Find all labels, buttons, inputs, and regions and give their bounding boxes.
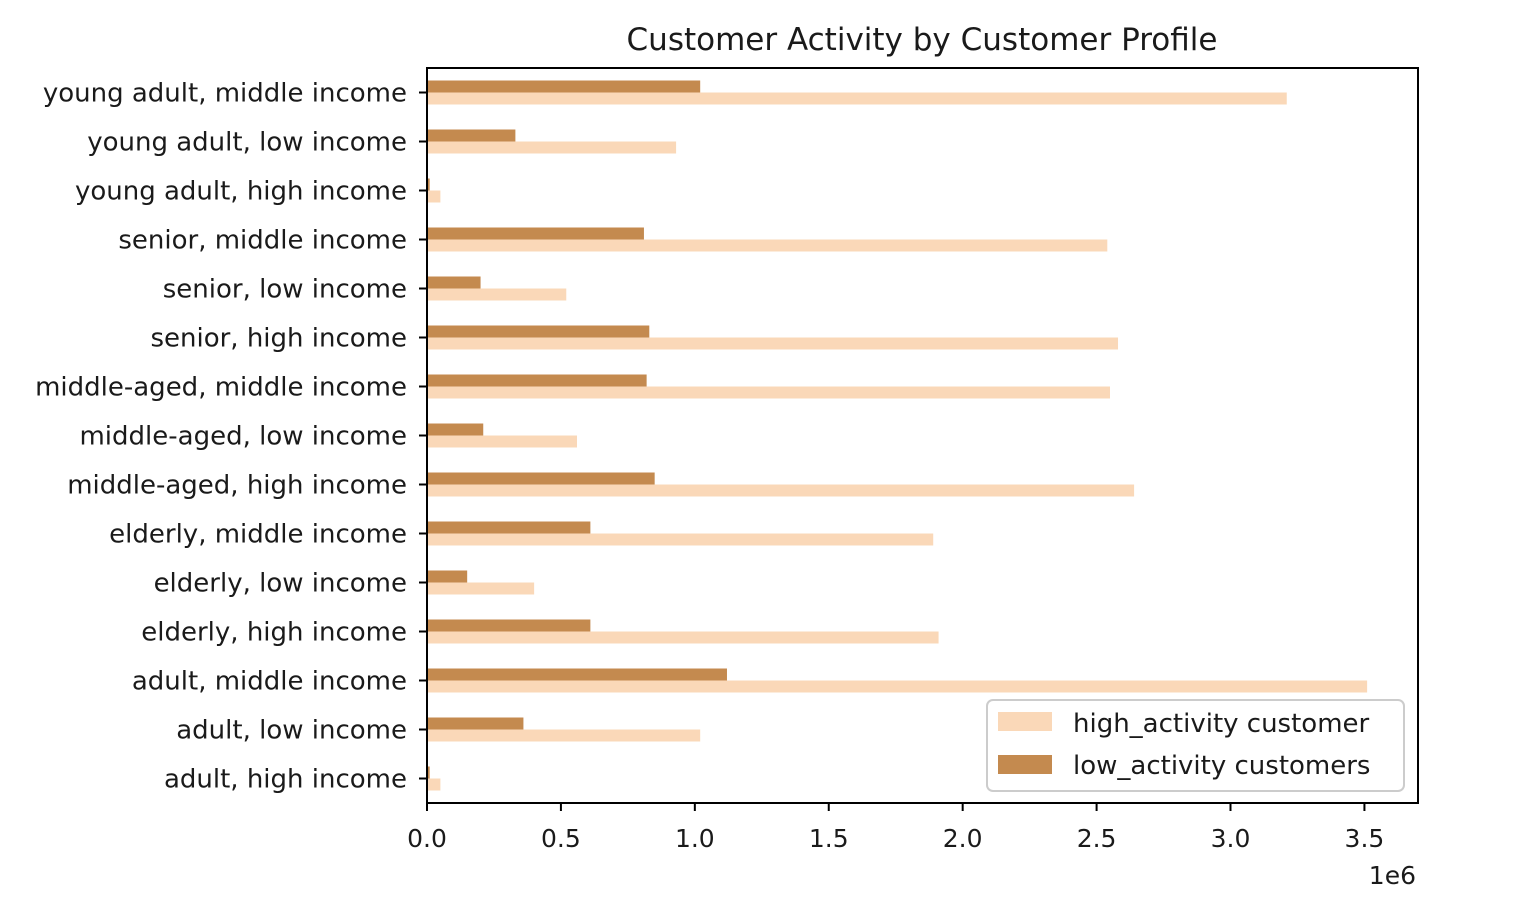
bar-high-activity-customer-senior-low-income bbox=[427, 288, 567, 301]
bar-low-activity-customers-senior-middle-income bbox=[427, 227, 644, 240]
x-tick-label-2-0: 2.0 bbox=[943, 824, 983, 853]
bar-high-activity-customer-adult-low-income bbox=[427, 729, 701, 742]
legend: high_activity customer low_activity cust… bbox=[986, 699, 1405, 792]
bar-high-activity-customer-young-adult-low-income bbox=[427, 141, 677, 154]
bar-low-activity-customers-young-adult-low-income bbox=[427, 129, 516, 142]
bar-high-activity-customer-elderly-high-income bbox=[427, 631, 939, 644]
legend-label-high-activity: high_activity customer bbox=[1073, 709, 1370, 739]
y-tick-label-adult-high-income: adult, high income bbox=[164, 765, 407, 795]
bar-low-activity-customers-elderly-low-income bbox=[427, 570, 468, 583]
x-axis: 0.0 0.5 1.0 1.5 2.0 2.5 3.0 3.5 bbox=[407, 803, 1384, 853]
y-tick-label-senior-low-income: senior, low income bbox=[163, 275, 407, 305]
y-tick-label-senior-high-income: senior, high income bbox=[150, 324, 407, 354]
x-tick-label-2-5: 2.5 bbox=[1077, 824, 1117, 853]
bar-high-activity-customer-adult-high-income bbox=[427, 778, 441, 791]
bar-low-activity-customers-middle-aged-middle-income bbox=[427, 374, 647, 387]
x-axis-offset-label: 1e6 bbox=[1369, 861, 1416, 890]
x-tick-label-0-0: 0.0 bbox=[407, 824, 447, 853]
bar-low-activity-customers-elderly-high-income bbox=[427, 619, 591, 632]
bar-low-activity-customers-young-adult-middle-income bbox=[427, 80, 701, 93]
bar-low-activity-customers-senior-high-income bbox=[427, 325, 650, 338]
bar-high-activity-customer-middle-aged-high-income bbox=[427, 484, 1135, 497]
bar-low-activity-customers-adult-middle-income bbox=[427, 668, 727, 681]
y-tick-label-middle-aged-middle-income: middle-aged, middle income bbox=[35, 373, 407, 403]
y-tick-label-adult-middle-income: adult, middle income bbox=[132, 667, 407, 697]
bar-high-activity-customer-elderly-middle-income bbox=[427, 533, 934, 546]
bar-low-activity-customers-young-adult-high-income bbox=[427, 178, 430, 191]
bar-high-activity-customer-middle-aged-low-income bbox=[427, 435, 577, 448]
bar-low-activity-customers-middle-aged-high-income bbox=[427, 472, 655, 485]
y-tick-label-elderly-middle-income: elderly, middle income bbox=[109, 520, 407, 550]
bar-low-activity-customers-middle-aged-low-income bbox=[427, 423, 484, 436]
bar-low-activity-customers-elderly-middle-income bbox=[427, 521, 591, 534]
x-tick-label-1-5: 1.5 bbox=[809, 824, 849, 853]
bars-layer bbox=[427, 80, 1368, 791]
x-tick-label-1-0: 1.0 bbox=[675, 824, 715, 853]
y-axis: adult, high income adult, low income adult… bbox=[35, 79, 427, 795]
bar-high-activity-customer-elderly-low-income bbox=[427, 582, 535, 595]
bar-high-activity-customer-young-adult-high-income bbox=[427, 190, 441, 203]
y-tick-label-elderly-high-income: elderly, high income bbox=[141, 618, 407, 648]
legend-swatch-low-activity bbox=[998, 755, 1052, 774]
legend-swatch-high-activity bbox=[998, 712, 1052, 731]
bar-high-activity-customer-adult-middle-income bbox=[427, 680, 1368, 693]
chart-title: Customer Activity by Customer Profile bbox=[627, 22, 1218, 58]
x-tick-label-0-5: 0.5 bbox=[541, 824, 581, 853]
y-tick-label-young-adult-low-income: young adult, low income bbox=[87, 128, 407, 158]
bar-low-activity-customers-senior-low-income bbox=[427, 276, 481, 289]
y-tick-label-middle-aged-high-income: middle-aged, high income bbox=[67, 471, 407, 501]
bar-low-activity-customers-adult-low-income bbox=[427, 717, 524, 730]
x-tick-label-3-5: 3.5 bbox=[1345, 824, 1385, 853]
bar-low-activity-customers-adult-high-income bbox=[427, 766, 430, 779]
legend-box bbox=[986, 699, 1405, 792]
bar-high-activity-customer-middle-aged-middle-income bbox=[427, 386, 1110, 399]
y-tick-label-young-adult-middle-income: young adult, middle income bbox=[43, 79, 407, 109]
y-tick-label-middle-aged-low-income: middle-aged, low income bbox=[79, 422, 407, 452]
y-tick-label-young-adult-high-income: young adult, high income bbox=[75, 177, 407, 207]
bar-high-activity-customer-young-adult-middle-income bbox=[427, 92, 1287, 105]
y-tick-label-senior-middle-income: senior, middle income bbox=[118, 226, 407, 256]
legend-label-low-activity: low_activity customers bbox=[1073, 751, 1370, 781]
bar-high-activity-customer-senior-middle-income bbox=[427, 239, 1108, 252]
x-tick-label-3-0: 3.0 bbox=[1211, 824, 1251, 853]
bar-high-activity-customer-senior-high-income bbox=[427, 337, 1119, 350]
y-tick-label-elderly-low-income: elderly, low income bbox=[154, 569, 407, 599]
y-tick-label-adult-low-income: adult, low income bbox=[176, 716, 407, 746]
